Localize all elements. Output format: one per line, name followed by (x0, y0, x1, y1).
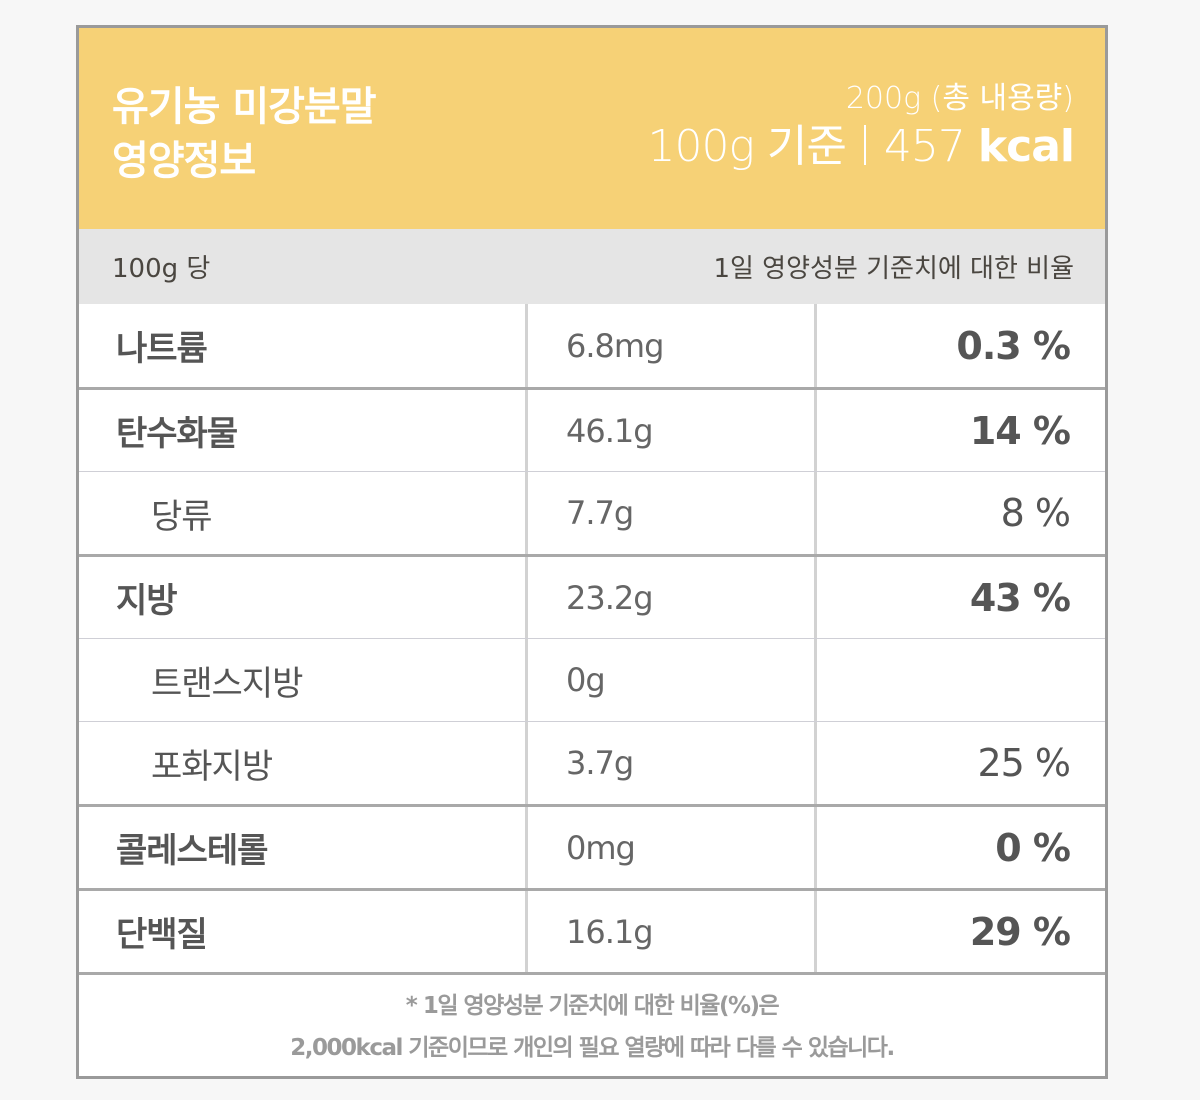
nutrient-amount: 23.2g (528, 557, 817, 638)
nutrient-name: 단백질 (79, 891, 528, 972)
nutrient-percent: 8 % (1000, 491, 1071, 535)
nutrient-amount: 7.7g (528, 472, 817, 554)
nutrient-percent: 14 % (969, 408, 1071, 453)
nutrient-amount: 0g (528, 639, 817, 721)
nutrient-name: 트랜스지방 (79, 639, 528, 721)
separator (863, 125, 866, 165)
footnote-line-2: 2,000kcal 기준이므로 개인의 필요 열량에 따라 다를 수 있습니다. (290, 1035, 895, 1061)
nutrient-name: 당류 (79, 472, 528, 554)
nutrient-percent: 0.3 % (956, 323, 1071, 368)
column-header: 100g 당 1일 영양성분 기준치에 대한 비율 (79, 229, 1105, 304)
table-row: 단백질 16.1g 29 % (79, 888, 1105, 972)
label-title: 유기농 미강분말 영양정보 (112, 80, 377, 188)
nutrient-name: 지방 (79, 557, 528, 638)
nutrient-name: 콜레스테롤 (79, 807, 528, 888)
table-row: 트랜스지방 0g (79, 638, 1105, 721)
table-row: 나트륨 6.8mg 0.3 % (79, 304, 1105, 387)
footnote-line-1: * 1일 영양성분 기준치에 대한 비율(%)은 (405, 993, 780, 1019)
nutrient-percent: 25 % (977, 741, 1071, 785)
table-row: 포화지방 3.7g 25 % (79, 721, 1105, 804)
calories-unit: kcal (977, 121, 1075, 172)
table-row: 탄수화물 46.1g 14 % (79, 387, 1105, 471)
daily-value-label: 1일 영양성분 기준치에 대한 비율 (713, 254, 1074, 284)
product-name: 유기농 미강분말 (112, 84, 377, 130)
label-header: 유기농 미강분말 영양정보 200g (총 내용량) 100g 기준 457 kc… (79, 28, 1105, 229)
total-content: 200g (총 내용량) (845, 81, 1074, 116)
table-row: 당류 7.7g 8 % (79, 471, 1105, 554)
nutrient-amount: 0mg (528, 807, 817, 888)
nutrient-percent: 0 % (995, 825, 1071, 870)
calorie-summary: 200g (총 내용량) 100g 기준 457 kcal (647, 78, 1075, 174)
nutrient-name: 포화지방 (79, 722, 528, 804)
title-suffix: 영양정보 (112, 138, 256, 184)
basis: 100g 기준 (647, 121, 847, 172)
nutrient-percent (817, 639, 1105, 721)
per-label: 100g 당 (112, 254, 211, 284)
table-row: 지방 23.2g 43 % (79, 554, 1105, 638)
calories-value: 457 (883, 121, 966, 172)
nutrient-name: 나트륨 (79, 304, 528, 387)
nutrient-amount: 6.8mg (528, 304, 817, 387)
nutrient-amount: 46.1g (528, 390, 817, 471)
nutrition-facts-label: 유기농 미강분말 영양정보 200g (총 내용량) 100g 기준 457 kc… (76, 25, 1108, 1079)
nutrient-amount: 16.1g (528, 891, 817, 972)
footnote: * 1일 영양성분 기준치에 대한 비율(%)은 2,000kcal 기준이므로… (79, 972, 1105, 1076)
nutrient-amount: 3.7g (528, 722, 817, 804)
nutrient-percent: 43 % (969, 575, 1071, 620)
nutrient-name: 탄수화물 (79, 390, 528, 471)
calories-line: 100g 기준 457 kcal (647, 120, 1075, 174)
table-row: 콜레스테롤 0mg 0 % (79, 804, 1105, 888)
nutrient-percent: 29 % (969, 909, 1071, 954)
